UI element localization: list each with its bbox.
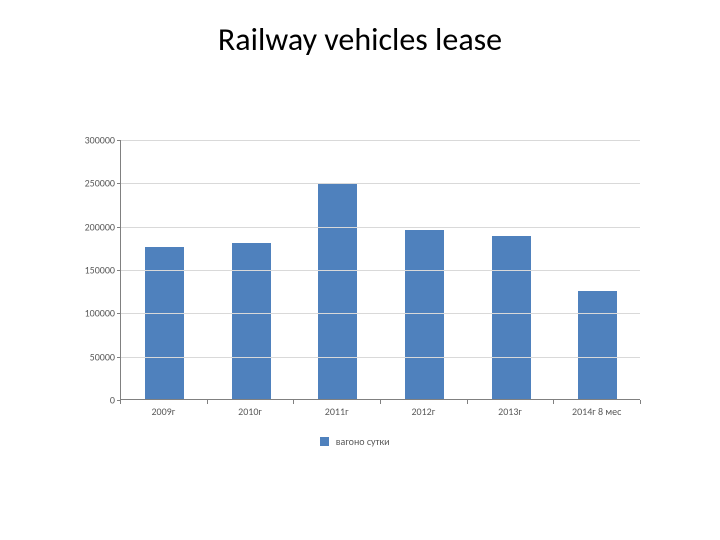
y-tick-mark: [117, 313, 121, 314]
legend-item: вагоно сутки: [320, 434, 389, 448]
legend-swatch: [320, 437, 329, 446]
y-tick-label: 250000: [60, 177, 115, 190]
legend-label: вагоно сутки: [336, 435, 390, 448]
x-tick-mark: [120, 400, 121, 404]
x-tick-label: 2013г: [498, 405, 522, 418]
grid-line: [121, 270, 640, 271]
grid-line: [121, 183, 640, 184]
x-tick-label: 2011г: [325, 405, 349, 418]
y-tick-mark: [117, 227, 121, 228]
y-tick-label: 300000: [60, 134, 115, 147]
grid-line: [121, 313, 640, 314]
y-tick-label: 150000: [60, 264, 115, 277]
bar: [492, 236, 531, 399]
y-tick-mark: [117, 140, 121, 141]
x-tick-mark: [553, 400, 554, 404]
page-title: Railway vehicles lease: [0, 20, 720, 59]
grid-line: [121, 140, 640, 141]
x-tick-mark: [640, 400, 641, 404]
slide: Railway vehicles lease вагоно сутки 0 500…: [0, 0, 720, 540]
plot-area: [120, 140, 640, 400]
y-tick-label: 0: [60, 394, 115, 407]
x-tick-mark: [293, 400, 294, 404]
x-tick-mark: [207, 400, 208, 404]
bar: [318, 184, 357, 399]
y-tick-label: 50000: [60, 350, 115, 363]
bar: [232, 243, 271, 399]
grid-line: [121, 357, 640, 358]
x-tick-label: 2012г: [411, 405, 435, 418]
bar: [578, 291, 617, 399]
bar: [405, 230, 444, 399]
legend: вагоно сутки: [60, 430, 650, 449]
x-tick-mark: [380, 400, 381, 404]
y-tick-mark: [117, 183, 121, 184]
y-tick-mark: [117, 270, 121, 271]
chart: вагоно сутки 0 50000 100000 150000 200000 250…: [60, 130, 650, 460]
x-tick-label: 2009г: [151, 405, 175, 418]
x-tick-label: 2014г 8 мес: [572, 405, 621, 418]
x-tick-label: 2010г: [238, 405, 262, 418]
grid-line: [121, 227, 640, 228]
x-tick-mark: [467, 400, 468, 404]
y-tick-label: 100000: [60, 307, 115, 320]
y-tick-label: 200000: [60, 220, 115, 233]
y-tick-mark: [117, 357, 121, 358]
